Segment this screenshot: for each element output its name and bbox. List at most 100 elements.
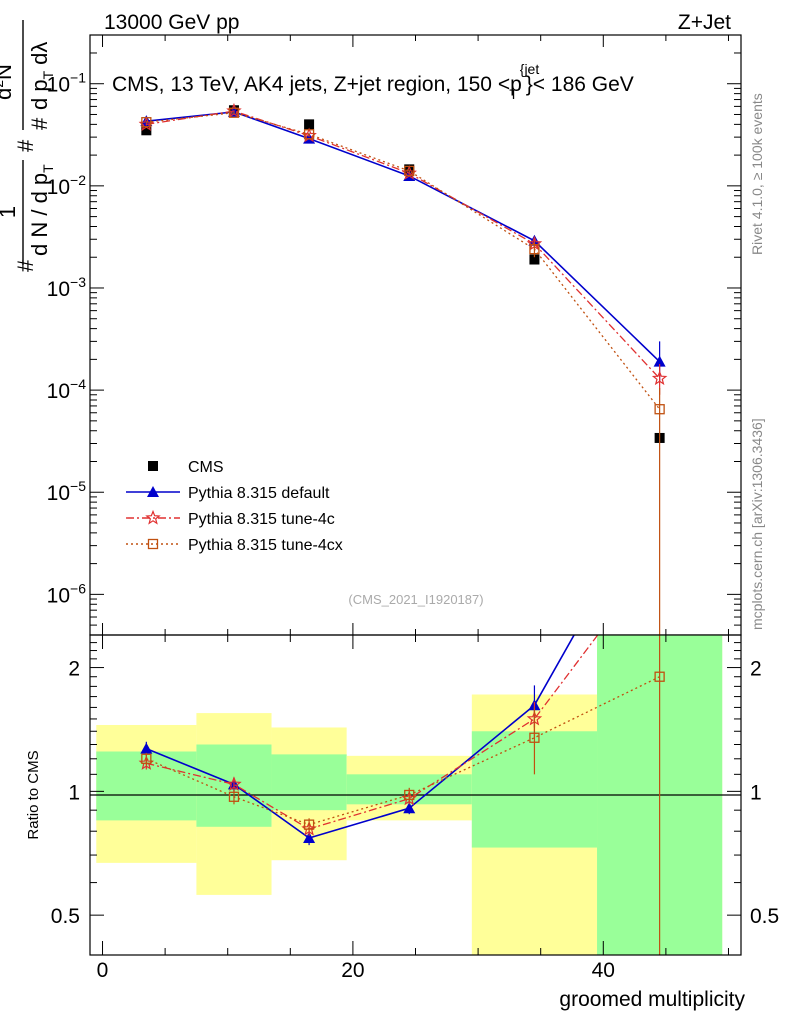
data-point <box>404 164 415 175</box>
data-point <box>303 129 315 140</box>
header-left: 13000 GeV pp <box>104 11 239 34</box>
main-y-tick-label-exp: −2 <box>70 172 86 188</box>
ratio-point <box>404 789 415 801</box>
ratio-point <box>303 832 316 844</box>
data-point <box>653 355 666 367</box>
ylabel-part-i: # <box>27 117 52 130</box>
chart-title: CMS, 13 TeV, AK4 jets, Z+jet region, 150… <box>112 61 634 102</box>
legend-marker <box>147 486 159 497</box>
ratio-y-tick-label-right: 2 <box>750 658 762 681</box>
main-y-tick-label: 10−4 <box>47 376 87 403</box>
watermark: (CMS_2021_I1920187) <box>348 592 483 607</box>
main-y-tick-label: 10−2 <box>47 172 87 199</box>
svg-text:#: # <box>27 117 52 130</box>
ylabel-part-e: # <box>13 139 38 152</box>
ratio-line <box>146 676 660 826</box>
data-point <box>304 119 315 130</box>
svg-text:d N / d pT: d N / d pT <box>27 164 56 256</box>
ratio-panel: 0.5 0.51 12 20 20 40 Ratio to CMS groomed mul… <box>25 634 779 1011</box>
ylabel-part-g: 2 <box>0 80 6 88</box>
ratio-y-tick-label: 0.5 <box>51 905 80 928</box>
main-y-tick-label-base: 10 <box>47 74 70 97</box>
main-y-tick-label-base: 10 <box>47 278 70 301</box>
legend-label: Pythia 8.315 tune-4c <box>188 511 335 528</box>
series-0 <box>141 105 665 443</box>
legend-entry: Pythia 8.315 tune-4c <box>126 509 335 528</box>
ylabel-part-j: d p <box>27 79 52 110</box>
svg-text:d2N: d2N <box>0 64 16 100</box>
ratio-point <box>228 791 240 802</box>
ylabel-part-c: d N / d p <box>27 173 52 256</box>
data-point <box>529 244 540 255</box>
main-y-tick-label-base: 10 <box>47 380 70 403</box>
data-point <box>404 165 415 177</box>
legend-label: CMS <box>188 459 224 476</box>
chart-title-sup: {jet <box>520 61 540 77</box>
main-y-tick-label-exp: −5 <box>70 478 86 494</box>
ratio-point <box>403 802 416 814</box>
legend-label: Pythia 8.315 default <box>188 485 330 502</box>
series-line <box>146 111 661 363</box>
ylabel-part-h: N <box>0 64 16 80</box>
ratio-point <box>529 732 540 743</box>
data-point <box>651 370 668 386</box>
ratio-series-2 <box>141 635 665 955</box>
legend-marker <box>148 461 158 471</box>
ratio-line <box>146 635 599 830</box>
series-line <box>146 110 661 379</box>
rivet-label: Rivet 4.1.0, ≥ 100k events <box>749 93 765 255</box>
x-tick-label: 0 <box>97 959 109 982</box>
chart-title-sub: T <box>509 86 518 102</box>
data-point <box>228 107 240 118</box>
ratio-y-axis-label: Ratio to CMS <box>25 750 42 839</box>
chart-title-pre: CMS, 13 TeV, AK4 jets, Z+jet region, 150… <box>112 73 522 96</box>
legend-entry: Pythia 8.315 tune-4cx <box>126 537 343 554</box>
ylabel-part-f: d <box>0 88 16 100</box>
x-tick-label: 40 <box>592 959 615 982</box>
ylabel-part-b: 1 <box>0 206 20 218</box>
ratio-ticks <box>90 634 741 956</box>
main-y-tick-label-base: 10 <box>47 584 70 607</box>
ratio-point <box>654 671 665 682</box>
legend-marker <box>147 538 159 550</box>
main-panel: 110−110−210−310−410−510−6 (CMS_2021_I192… <box>47 34 742 636</box>
ratio-y-tick-label: 1 <box>68 781 80 804</box>
main-y-axis-label: # 1 d N / d pT # d2N # d pTdλ <box>0 20 56 272</box>
legend-label: Pythia 8.315 tune-4cx <box>188 537 343 554</box>
svg-text:#: # <box>13 259 38 272</box>
main-y-tick-label: 10−6 <box>47 580 87 607</box>
ratio-y-tick-label-right: 1 <box>750 781 762 804</box>
main-y-tick-labels: 110−110−210−310−410−510−6 <box>47 70 87 608</box>
main-y-tick-label-base: 10 <box>47 176 70 199</box>
ylabel-part-k: T <box>40 70 56 79</box>
svg-text:1: 1 <box>0 206 20 218</box>
series-3 <box>141 107 665 635</box>
x-axis-label: groomed multiplicity <box>559 988 745 1011</box>
svg-text:d pTdλ: d pTdλ <box>27 42 56 110</box>
ylabel-part-a: # <box>13 259 38 272</box>
main-y-ticks <box>90 35 741 636</box>
main-y-tick-label: 10−1 <box>47 70 87 97</box>
main-y-tick-label-base: 10 <box>47 482 70 505</box>
series-1 <box>140 105 666 383</box>
series-2 <box>138 102 668 395</box>
svg-text:#: # <box>13 139 38 152</box>
ratio-tick-labels: 0.5 0.51 12 20 20 40 <box>51 658 779 982</box>
legend: CMS Pythia 8.315 default Pythia 8.315 tune… <box>126 459 343 554</box>
legend-entry: CMS <box>148 459 224 476</box>
legend-entry: Pythia 8.315 default <box>126 485 330 502</box>
main-y-tick-label-exp: −1 <box>70 70 86 86</box>
ratio-point <box>226 776 242 791</box>
series-line <box>146 112 661 410</box>
main-y-tick-label: 10−3 <box>47 274 87 301</box>
data-point <box>141 117 152 128</box>
chart-title-post: }< 186 GeV <box>526 73 634 96</box>
main-y-tick-label-exp: −4 <box>70 376 86 392</box>
x-tick-label: 20 <box>341 959 364 982</box>
legend-marker <box>145 509 161 525</box>
main-y-tick-label: 10−5 <box>47 478 87 505</box>
ratio-y-tick-label-right: 0.5 <box>750 905 779 928</box>
data-point <box>141 125 152 136</box>
ratio-point <box>140 742 153 754</box>
ratio-point <box>141 753 152 764</box>
